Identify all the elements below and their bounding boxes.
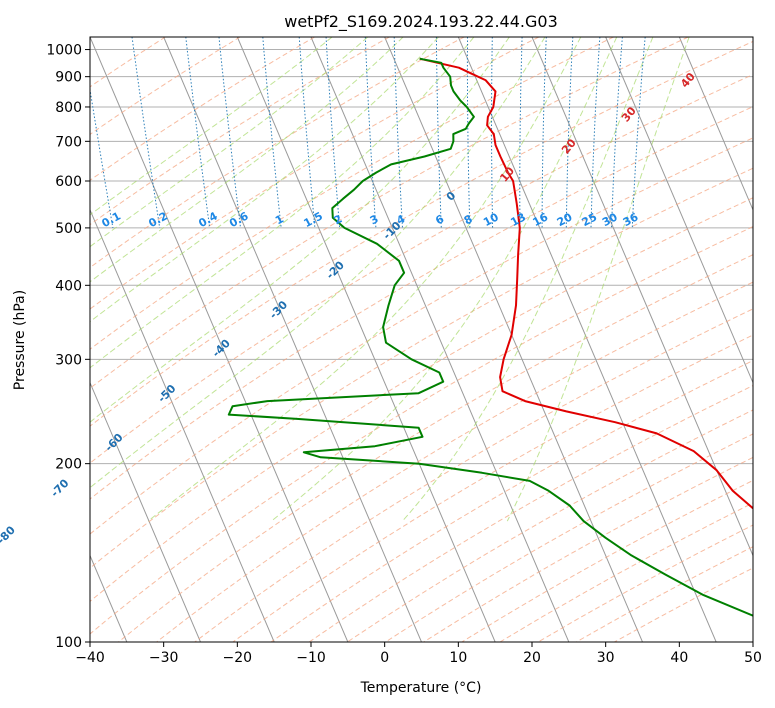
y-tick-label: 900 (55, 70, 82, 86)
x-tick-label: −20 (223, 650, 253, 666)
y-axis-label: Pressure (hPa) (12, 290, 28, 390)
mixing-ratio-label: 25 (580, 210, 600, 229)
mixing-ratio-line (298, 37, 316, 228)
background-lines (90, 37, 753, 642)
mixing-ratio-line (393, 37, 403, 228)
x-tick-label: 40 (670, 650, 688, 666)
mixing-ratio-label: 10 (481, 210, 501, 229)
moist-adiabat-line (147, 37, 582, 522)
mixing-ratio-line (466, 37, 471, 228)
mixing-ratio-line (364, 37, 377, 228)
mixing-ratio-line (435, 37, 442, 228)
isotherm-line (90, 37, 349, 642)
mixing-ratio-line (490, 37, 494, 228)
dry-adiabat-line (194, 308, 753, 642)
moist-adiabat-line (402, 37, 654, 522)
dry-adiabat-line (90, 37, 315, 181)
dry-adiabat-line (90, 37, 540, 310)
y-tick-label: 1000 (46, 43, 82, 59)
y-tick-label: 600 (55, 174, 82, 190)
mixing-ratio-line (611, 37, 623, 228)
dry-adiabat-line (90, 37, 465, 269)
x-tick-label: 10 (449, 650, 467, 666)
dry-adiabat-line (232, 334, 753, 642)
dry-adiabat-line (90, 40, 753, 427)
isotherm-line (310, 37, 570, 642)
mixing-ratio-label: 16 (531, 210, 551, 229)
moist-adiabat-line (271, 37, 618, 522)
mixing-ratio-label: 36 (621, 210, 641, 229)
profile-lines (227, 57, 753, 617)
moist-adiabat-line (90, 37, 404, 283)
mixing-ratio-line (519, 37, 523, 228)
mixing-ratio-label: 20 (555, 210, 575, 229)
mixing-ratio-line (631, 37, 646, 228)
x-tick-label: 50 (744, 650, 762, 666)
moist-adiabat-line (90, 37, 439, 323)
dry-adiabat-line (156, 281, 753, 642)
moist-adiabat-line (506, 37, 690, 522)
mixing-ratio-line (325, 37, 341, 228)
x-tick-label: 30 (597, 650, 615, 666)
dry-adiabat-line (90, 73, 753, 464)
mixing-ratio-line (565, 37, 574, 228)
isotherm-line (605, 37, 753, 384)
x-axis-label: Temperature (°C) (360, 680, 482, 696)
dewpoint-profile-line (227, 57, 753, 617)
y-tick-label: 100 (55, 635, 82, 651)
isotherm-line (163, 37, 422, 642)
y-tick-label: 300 (55, 352, 82, 368)
dry-adiabat-line (90, 137, 753, 535)
mixing-ratio-line (262, 37, 282, 228)
x-tick-label: −40 (75, 650, 105, 666)
moist-adiabat-line (90, 37, 333, 216)
mixing-ratio-line (590, 37, 601, 228)
x-axis: −40 −30 −20 −10 0 10 20 30 40 50 (75, 642, 762, 666)
y-tick-label: 200 (55, 457, 82, 473)
x-tick-label: 0 (380, 650, 389, 666)
y-tick-label: 800 (55, 100, 82, 116)
isotherm-line (90, 381, 201, 642)
isotherm-line (531, 37, 753, 557)
isotherm-line (236, 37, 496, 642)
y-tick-label: 700 (55, 134, 82, 150)
dry-adiabat-line (90, 106, 753, 500)
mixing-ratio-line (541, 37, 547, 228)
dry-adiabat-line (90, 37, 689, 389)
dry-adiabat-line (270, 359, 753, 642)
dry-adiabat-line (90, 197, 753, 603)
isotherm-line (384, 37, 643, 642)
x-tick-label: −30 (149, 650, 179, 666)
mixing-ratio-label: 13 (508, 210, 528, 229)
isotherm-line (90, 208, 275, 642)
dry-adiabat-line (90, 37, 166, 88)
x-tick-label: 20 (523, 650, 541, 666)
isotherm-line (678, 37, 753, 212)
moist-adiabat-line (90, 37, 510, 423)
plot-frame (89, 36, 754, 643)
temperature-profile-line (419, 57, 753, 510)
mixing-ratio-label: 30 (600, 210, 620, 229)
chart-title: wetPf2_S169.2024.193.22.44.G03 (284, 12, 558, 32)
y-axis: 1000 900 800 700 600 500 400 300 200 100 (46, 43, 90, 651)
y-tick-label: 500 (55, 221, 82, 237)
y-tick-label: 400 (55, 278, 82, 294)
isotherm-line (457, 37, 717, 642)
x-tick-label: −10 (296, 650, 326, 666)
dry-adiabat-line (90, 37, 390, 226)
